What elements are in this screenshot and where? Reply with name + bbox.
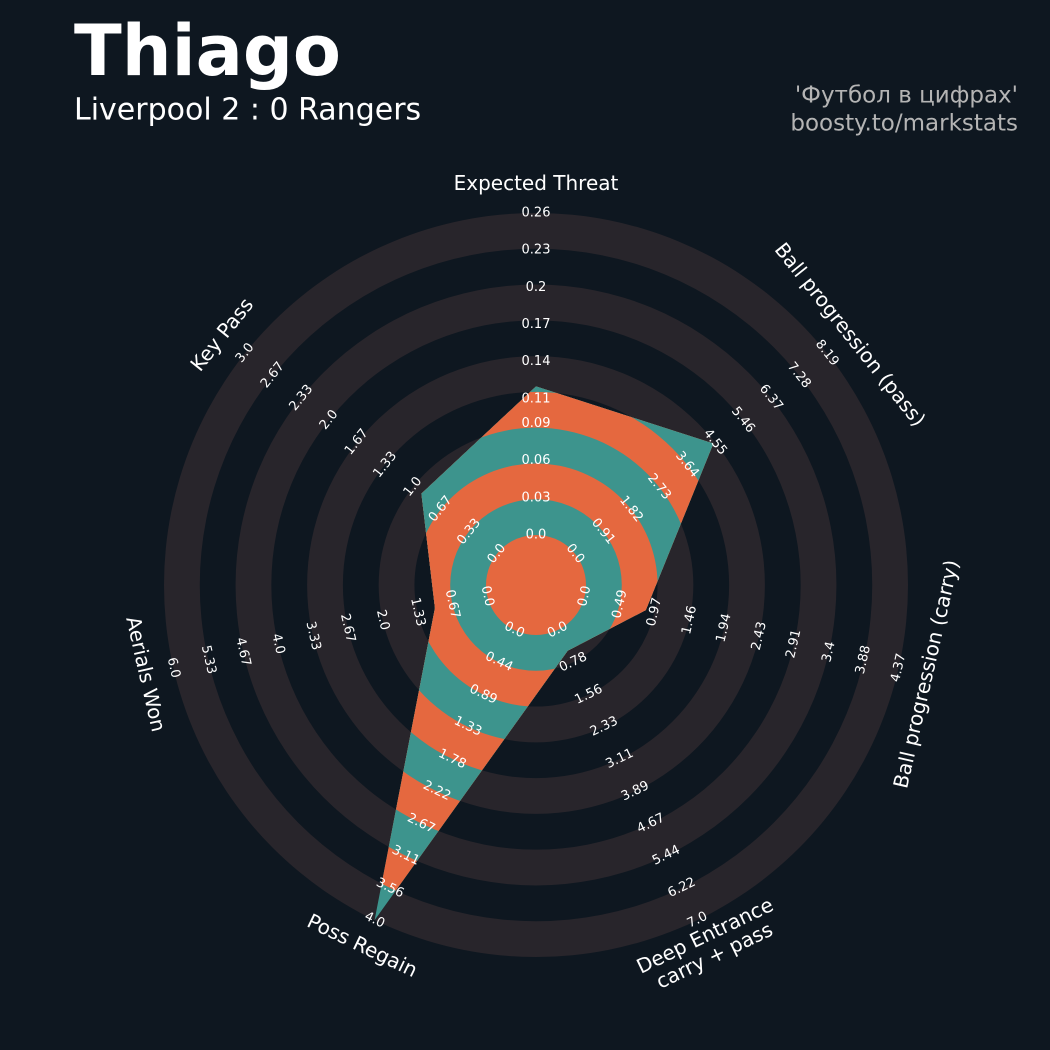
tick-label: 0.23 xyxy=(522,243,551,258)
tick-label: 1.33 xyxy=(407,596,428,628)
tick-label: 3.88 xyxy=(853,644,874,676)
tick-label: 0.26 xyxy=(522,206,551,221)
tick-label: 2.67 xyxy=(337,612,358,644)
tick-label: 4.37 xyxy=(888,652,909,684)
tick-label: 0.17 xyxy=(522,317,551,332)
tick-label: 0.2 xyxy=(526,280,547,295)
tick-label: 0.06 xyxy=(522,453,551,468)
tick-label: 0.49 xyxy=(609,588,630,620)
tick-label: 0.11 xyxy=(522,391,551,406)
tick-label: 0.67 xyxy=(442,588,463,620)
tick-label: 2.91 xyxy=(783,628,804,660)
tick-label: 0.0 xyxy=(575,584,594,608)
tick-label: 0.97 xyxy=(644,596,665,628)
tick-label: 4.0 xyxy=(268,632,287,656)
chart-title: Thiago xyxy=(74,10,341,92)
tick-label: 6.0 xyxy=(164,656,183,680)
tick-label: 0.09 xyxy=(522,416,551,431)
ring xyxy=(486,535,586,635)
axis-label: Expected Threat xyxy=(454,171,619,195)
tick-label: 0.03 xyxy=(522,490,551,505)
tick-label: 0.0 xyxy=(526,528,547,543)
tick-label: 4.67 xyxy=(232,636,253,668)
tick-label: 2.0 xyxy=(373,608,392,632)
tick-label: 3.4 xyxy=(819,640,838,664)
tick-label: 2.43 xyxy=(749,620,770,652)
chart-subtitle: Liverpool 2 : 0 Rangers xyxy=(74,93,421,128)
tick-label: 3.33 xyxy=(302,620,323,652)
tick-label: 0.0 xyxy=(478,584,497,608)
tick-label: 0.14 xyxy=(522,354,551,369)
tick-label: 1.94 xyxy=(714,612,735,644)
tick-label: 5.33 xyxy=(198,644,219,676)
tick-label: 1.46 xyxy=(679,604,700,636)
credit: boosty.to/markstats xyxy=(790,111,1018,137)
credit: 'Футбол в цифрах' xyxy=(795,83,1018,109)
axis-label: Aerials Won xyxy=(122,614,172,734)
